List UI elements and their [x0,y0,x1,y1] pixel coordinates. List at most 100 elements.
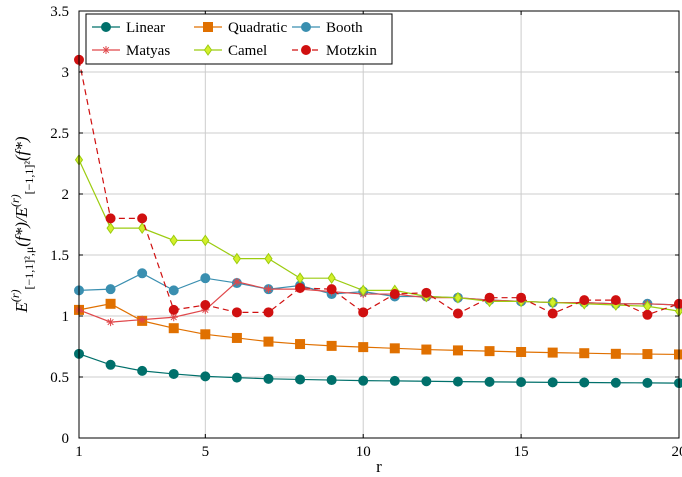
data-point [168,368,179,379]
data-point [389,343,400,354]
data-point [610,377,621,388]
series-linear [74,348,682,389]
data-point [232,252,242,265]
data-point [358,375,369,386]
legend-label: Booth [326,20,363,36]
legend-entry-linear: Linear [92,20,165,36]
data-point [421,344,432,355]
data-point [263,307,274,318]
legend-entry-booth: Booth [292,20,363,36]
x-tick-label: 15 [514,444,529,460]
data-point [105,359,116,370]
data-point [358,307,369,318]
data-point [547,377,558,388]
data-point [453,291,463,304]
data-point [301,45,311,55]
y-axis-label: E(r)[−1,1]²,μ(f*)/E(r)[−1,1]²(f*) [8,136,36,313]
data-point [232,277,241,286]
data-point [231,332,242,343]
legend-label: Motzkin [326,43,377,59]
data-point [106,222,115,235]
data-point [610,295,621,306]
data-point [264,285,273,294]
data-point [101,22,111,32]
data-point [203,22,213,32]
data-point [295,374,306,385]
data-point [326,284,337,295]
data-point [301,22,311,32]
series-matyas [75,277,682,327]
data-point [674,298,682,309]
y-tick-label: 2.5 [50,126,69,142]
data-point [579,295,590,306]
legend-entry-quadratic: Quadratic [194,20,287,36]
data-point [579,348,590,359]
data-point [452,308,463,319]
series-line [78,59,680,316]
plot-frame [78,10,680,439]
data-point [358,342,369,353]
data-point [326,375,337,386]
data-point [105,298,116,309]
data-point [327,272,336,285]
x-tick-label: 10 [356,444,371,460]
data-point [642,377,653,388]
data-point [516,377,527,388]
data-point [579,377,590,388]
data-point [421,376,432,387]
data-point [200,329,211,340]
y-axis-label-text: E(r)[−1,1]²,μ(f*)/E(r)[−1,1]²(f*) [8,136,36,313]
legend-label: Matyas [126,43,170,59]
legend-entry-camel: Camel [194,43,267,59]
data-point [263,373,274,384]
x-tick-label: 5 [202,444,210,460]
data-point [169,313,178,322]
data-point [642,349,653,360]
data-point [200,300,211,311]
data-point [264,252,273,265]
data-point [201,234,210,247]
data-point [105,213,116,224]
legend-entry-motzkin: Motzkin [292,43,377,59]
y-tick-label: 3.5 [50,4,69,20]
data-point [548,296,557,309]
data-point [452,345,463,356]
data-point [231,372,242,383]
data-point [263,336,274,347]
y-tick-label: 1 [62,309,70,325]
data-point [106,318,115,327]
series-line [78,353,680,384]
data-point [484,346,495,357]
data-point [169,234,178,247]
series-line [78,159,680,312]
series-motzkin [74,54,682,320]
y-tick-label: 0 [62,431,70,447]
series-layer [74,54,682,389]
data-point [389,375,400,386]
data-point [203,44,213,56]
data-point [674,378,682,389]
data-point [452,376,463,387]
legend-label: Quadratic [228,20,287,36]
x-tick-label: 1 [75,444,83,460]
x-axis-label: r [376,457,382,476]
data-point [674,349,682,360]
data-point [295,282,306,293]
x-tick-label: 20 [672,444,682,460]
data-point [137,268,148,279]
data-point [389,289,400,300]
data-point [484,376,495,387]
y-tick-label: 3 [62,65,70,81]
data-point [295,339,306,350]
data-point [547,308,558,319]
data-point [421,287,432,298]
legend-label: Camel [228,43,267,59]
series-quadratic [74,298,682,360]
legend: Linear Quadratic Booth Matyas Camel Motzkin [85,13,393,65]
data-point [137,213,148,224]
series-line [78,303,680,356]
data-point [231,307,242,318]
legend-box [85,13,393,65]
data-point [168,285,179,296]
